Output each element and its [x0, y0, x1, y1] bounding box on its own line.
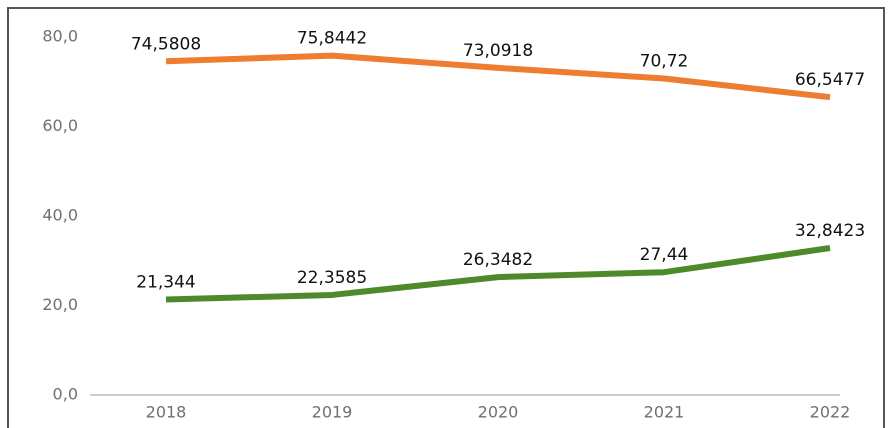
y-tick-label: 40,0 [42, 206, 78, 225]
y-tick-label: 60,0 [42, 116, 78, 135]
data-label: 73,0918 [463, 41, 533, 61]
y-tick-label: 0,0 [53, 385, 78, 404]
y-tick-label: 80,0 [42, 27, 78, 46]
x-tick-label: 2021 [644, 403, 685, 422]
data-label: 32,8423 [795, 221, 865, 241]
y-tick-label: 20,0 [42, 295, 78, 314]
x-tick-label: 2019 [312, 403, 353, 422]
series-line [165, 52, 831, 101]
data-label: 70,72 [640, 52, 689, 72]
data-label: 21,344 [136, 272, 195, 292]
data-label: 26,3482 [463, 250, 533, 270]
frame [7, 7, 885, 428]
x-tick-label: 2018 [146, 403, 187, 422]
data-label: 74,5808 [131, 34, 201, 54]
series-line [165, 245, 831, 303]
data-label: 22,3585 [297, 268, 367, 288]
x-tick-label: 2022 [810, 403, 851, 422]
data-label: 27,44 [640, 245, 689, 265]
data-label: 66,5477 [795, 70, 865, 90]
data-label: 75,8442 [297, 29, 367, 49]
x-tick-label: 2020 [478, 403, 519, 422]
